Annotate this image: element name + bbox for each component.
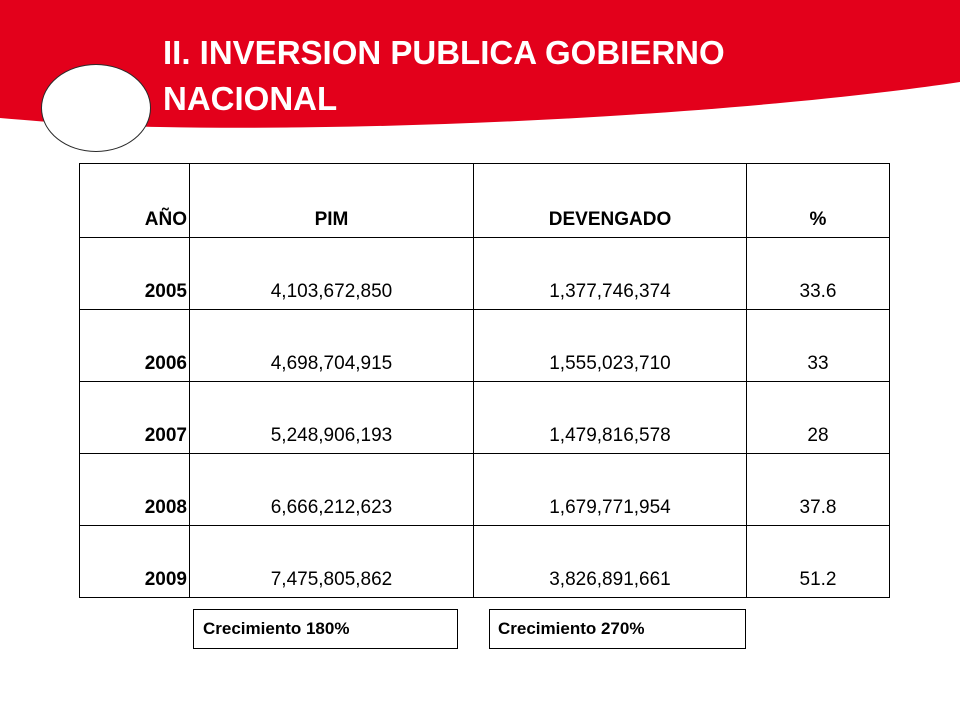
cell-percent: 37.8 (746, 453, 890, 526)
cell-year: 2005 (79, 237, 190, 310)
cell-year: 2008 (79, 453, 190, 526)
table-row: 2009 7,475,805,862 3,826,891,661 51.2 (79, 525, 890, 598)
cell-devengado: 1,479,816,578 (473, 381, 747, 454)
slide-title: II. INVERSION PUBLICA GOBIERNO NACIONAL (163, 34, 725, 117)
logo-placeholder-oval (41, 64, 151, 152)
cell-percent: 33.6 (746, 237, 890, 310)
table-row: 2005 4,103,672,850 1,377,746,374 33.6 (79, 237, 890, 310)
cell-devengado: 1,555,023,710 (473, 309, 747, 382)
cell-year: 2006 (79, 309, 190, 382)
investment-table: AÑO PIM DEVENGADO % 2005 4,103,672,850 1… (79, 163, 890, 598)
header-percent: % (746, 163, 890, 238)
cell-year: 2007 (79, 381, 190, 454)
header-banner-shape (0, 0, 960, 128)
header-banner (0, 0, 960, 128)
cell-year: 2009 (79, 525, 190, 598)
cell-devengado: 1,679,771,954 (473, 453, 747, 526)
header-devengado: DEVENGADO (473, 163, 747, 238)
header-year: AÑO (79, 163, 190, 238)
cell-percent: 33 (746, 309, 890, 382)
pim-growth-box: Crecimiento 180% (193, 609, 458, 649)
devengado-growth-box: Crecimiento 270% (489, 609, 746, 649)
cell-pim: 4,698,704,915 (189, 309, 474, 382)
header-pim: PIM (189, 163, 474, 238)
table-row: 2006 4,698,704,915 1,555,023,710 33 (79, 309, 890, 382)
cell-percent: 51.2 (746, 525, 890, 598)
cell-pim: 7,475,805,862 (189, 525, 474, 598)
table-row: 2008 6,666,212,623 1,679,771,954 37.8 (79, 453, 890, 526)
table-header-row: AÑO PIM DEVENGADO % (79, 163, 890, 238)
cell-devengado: 3,826,891,661 (473, 525, 747, 598)
cell-devengado: 1,377,746,374 (473, 237, 747, 310)
cell-pim: 5,248,906,193 (189, 381, 474, 454)
table-row: 2007 5,248,906,193 1,479,816,578 28 (79, 381, 890, 454)
cell-pim: 6,666,212,623 (189, 453, 474, 526)
cell-percent: 28 (746, 381, 890, 454)
cell-pim: 4,103,672,850 (189, 237, 474, 310)
